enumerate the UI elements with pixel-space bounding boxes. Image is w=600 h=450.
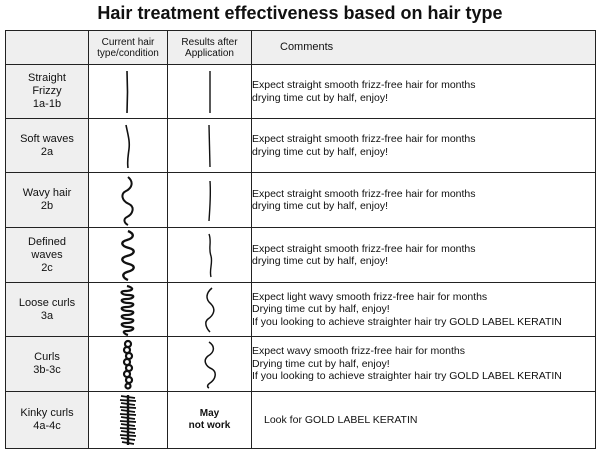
hair-type-cell: Wavy hair 2b [5, 172, 89, 228]
result-hair-cell [167, 227, 252, 283]
hair-type-cell: Loose curls 3a [5, 282, 89, 337]
table-row: Wavy hair 2b Expect straight smooth friz… [5, 172, 596, 228]
comment-cell: Expect straight smooth frizz-free hair f… [251, 118, 596, 173]
result-hair-cell [167, 64, 252, 119]
table-row: Curls 3b-3c Expec [5, 336, 596, 392]
hair-type-cell: Straight Frizzy 1a-1b [5, 64, 89, 119]
comment-cell: Expect straight smooth frizz-free hair f… [251, 64, 596, 119]
current-hair-cell [88, 64, 168, 119]
straight-strand-icon [208, 70, 211, 113]
hair-type-cell: Defined waves 2c [5, 227, 89, 283]
result-hair-cell [167, 336, 252, 392]
wavy-strand-icon [204, 286, 215, 333]
current-hair-cell [88, 282, 168, 337]
comment-cell: Expect wavy smooth frizz-free hair for m… [251, 336, 596, 392]
comment-cell: Expect straight smooth frizz-free hair f… [251, 227, 596, 283]
comment-cell: Expect straight smooth frizz-free hair f… [251, 172, 596, 228]
hair-type-cell: Curls 3b-3c [5, 336, 89, 392]
hair-type-cell: Kinky curls 4a-4c [5, 391, 89, 449]
table-row: Defined waves 2c Expect straight smooth … [5, 227, 596, 283]
current-hair-cell [88, 172, 168, 228]
table-header-row: Current hair type/condition Results afte… [5, 30, 596, 65]
header-comments: Comments [251, 30, 596, 65]
hair-treatment-table: Current hair type/condition Results afte… [5, 30, 596, 449]
straight-strand-icon [126, 70, 129, 113]
table-row: Soft waves 2a Expect straight smooth fri… [5, 118, 596, 173]
current-hair-cell [88, 391, 168, 449]
header-type [5, 30, 89, 65]
current-hair-cell [88, 118, 168, 173]
result-hair-cell [167, 172, 252, 228]
kinky-coil-strand-icon [119, 395, 137, 445]
result-hair-cell: May not work [167, 391, 252, 449]
current-hair-cell [88, 336, 168, 392]
header-current: Current hair type/condition [88, 30, 168, 65]
header-results: Results after Application [167, 30, 252, 65]
soft-wave-strand-icon [125, 124, 131, 168]
may-not-work-label: May not work [188, 408, 231, 431]
wavy-strand-icon [203, 341, 216, 389]
comment-cell: Look for GOLD LABEL KERATIN [251, 391, 596, 449]
result-hair-cell [167, 118, 252, 173]
result-hair-cell [167, 282, 252, 337]
current-hair-cell [88, 227, 168, 283]
hair-type-cell: Soft waves 2a [5, 118, 89, 173]
comment-cell: Expect light wavy smooth frizz-free hair… [251, 282, 596, 337]
straight-strand-icon [207, 124, 211, 167]
table-row: Straight Frizzy 1a-1b Expect straight sm… [5, 64, 596, 119]
straight-strand-icon [207, 180, 211, 222]
table-row: Loose curls 3a Expect light wavy smooth … [5, 282, 596, 337]
loose-curl-strand-icon [120, 284, 135, 336]
table-row: Kinky curls 4a-4c May not work Look for … [5, 391, 596, 449]
tight-curl-strand-icon [122, 339, 134, 390]
defined-wave-strand-icon [121, 229, 135, 281]
wavy-strand-icon [121, 176, 134, 226]
page-title: Hair treatment effectiveness based on ha… [97, 3, 503, 23]
slight-wave-strand-icon [207, 233, 212, 278]
